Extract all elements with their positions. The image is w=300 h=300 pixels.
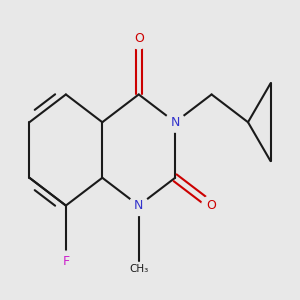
Text: N: N: [170, 116, 180, 129]
Text: O: O: [207, 199, 217, 212]
Text: CH₃: CH₃: [129, 264, 148, 274]
Circle shape: [165, 112, 185, 132]
Text: O: O: [134, 32, 144, 45]
Text: F: F: [62, 255, 69, 268]
Circle shape: [129, 29, 148, 49]
Circle shape: [129, 196, 148, 215]
Circle shape: [56, 251, 76, 271]
Text: N: N: [134, 199, 143, 212]
Circle shape: [202, 196, 221, 215]
